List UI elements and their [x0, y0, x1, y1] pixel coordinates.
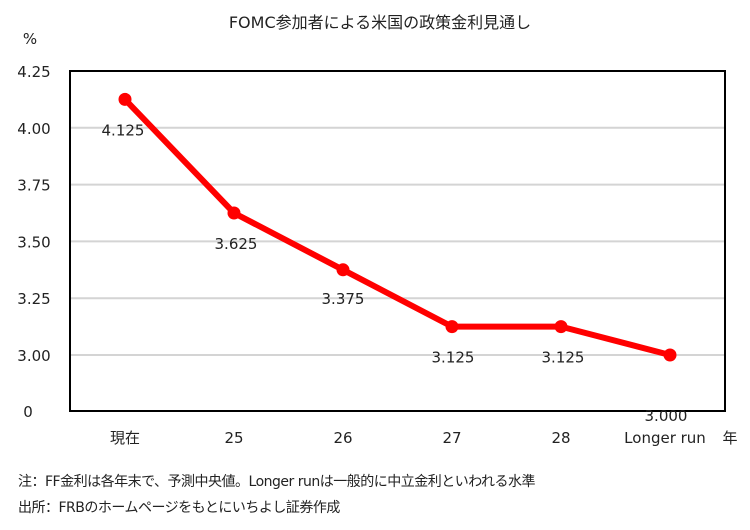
y-tick-label: 3.50: [17, 233, 50, 251]
data-point: [227, 206, 241, 220]
series-line: [122, 97, 671, 358]
x-tick-label: 28: [551, 429, 570, 447]
y-tick-label: 4.25: [17, 63, 50, 81]
y-tick-label: 4.00: [17, 120, 50, 138]
footnote-source: 出所：FRBのホームページをもとにいちよし証券作成: [18, 500, 340, 516]
y-axis-unit: %: [23, 30, 37, 48]
chart-title: FOMC参加者による米国の政策金利見通し: [229, 13, 531, 32]
x-tick-label: 現在: [110, 429, 140, 447]
x-tick-label: Longer run: [624, 429, 706, 447]
data-label: 3.625: [215, 235, 258, 253]
data-point: [336, 263, 350, 277]
footnote-note: 注：FF金利は各年末で、予測中央値。Longer runは一般的に中立金利といわ…: [18, 474, 536, 490]
data-label: 4.125: [102, 121, 145, 139]
x-axis-unit: 年: [722, 429, 737, 447]
y-tick-label: 3.25: [17, 290, 50, 308]
x-tick-label: 27: [442, 429, 461, 447]
y-tick-label: 3.00: [17, 347, 50, 365]
data-label: 3.000: [645, 407, 688, 425]
data-point: [445, 320, 459, 334]
x-tick-label: 26: [333, 429, 352, 447]
data-point: [554, 320, 568, 334]
x-tick-label: 25: [224, 429, 243, 447]
data-point: [663, 348, 677, 362]
data-label: 3.125: [542, 349, 585, 367]
y-tick-label: 0: [23, 403, 33, 421]
data-point: [118, 92, 132, 106]
plot-area-frame: [69, 70, 726, 412]
y-tick-label: 3.75: [17, 177, 50, 195]
chart: FOMC参加者による米国の政策金利見通し % 4.25 4.00 3.75 3.50 3…: [17, 13, 737, 447]
data-label: 3.375: [322, 290, 365, 308]
data-label: 3.125: [432, 349, 475, 367]
